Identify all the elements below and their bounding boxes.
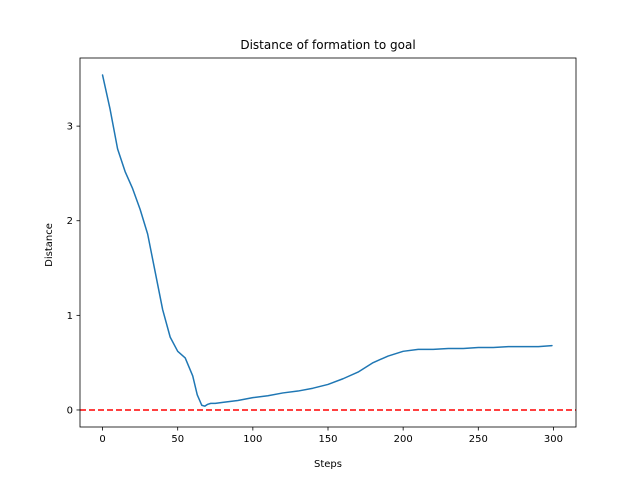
chart-title: Distance of formation to goal xyxy=(240,38,415,52)
x-tick-label: 250 xyxy=(469,434,488,445)
x-tick-label: 0 xyxy=(99,434,105,445)
plot-frame xyxy=(79,57,577,428)
x-tick-label: 300 xyxy=(544,434,563,445)
series-line-0 xyxy=(101,74,553,407)
y-axis-label: Distance xyxy=(44,223,55,267)
y-tick-label: 3 xyxy=(67,122,73,133)
x-tick-label: 50 xyxy=(171,434,184,445)
x-tick-label: 200 xyxy=(394,434,413,445)
x-tick-label: 100 xyxy=(243,434,262,445)
x-axis-label: Steps xyxy=(314,459,342,470)
y-tick-label: 1 xyxy=(67,311,73,322)
y-tick-label: 2 xyxy=(67,216,73,227)
x-tick-label: 150 xyxy=(318,434,337,445)
y-tick-label: 0 xyxy=(67,405,73,416)
plot-area: 0 50 100 150 200 250 300 0 1 2 3 xyxy=(67,57,577,445)
